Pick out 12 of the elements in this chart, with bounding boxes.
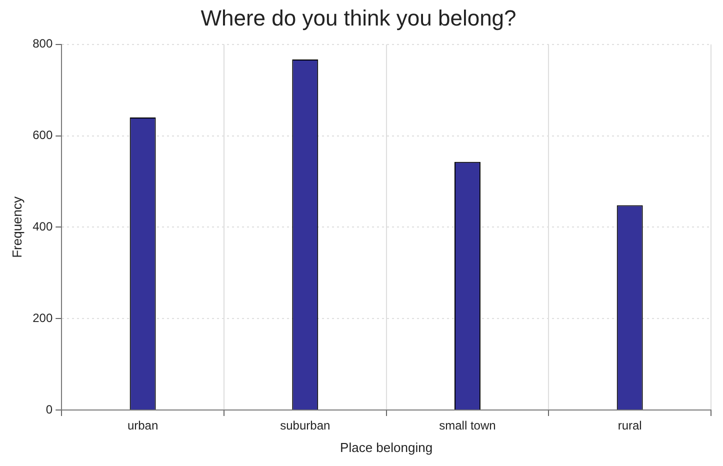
chart-title: Where do you think you belong? [200,5,516,30]
x-axis-title: Place belonging [340,440,433,455]
x-tick-label: small town [439,418,496,433]
y-tick-label: 400 [32,220,53,234]
x-tick-label: urban [127,418,158,433]
y-tick-label: 0 [46,402,53,416]
y-axis-title: Frequency [9,196,24,258]
y-tick-label: 800 [32,36,53,51]
y-tick-label: 200 [32,310,53,325]
x-tick-label: suburban [280,418,330,433]
y-tick-label: 600 [32,128,53,142]
x-tick-label: rural [618,418,642,433]
